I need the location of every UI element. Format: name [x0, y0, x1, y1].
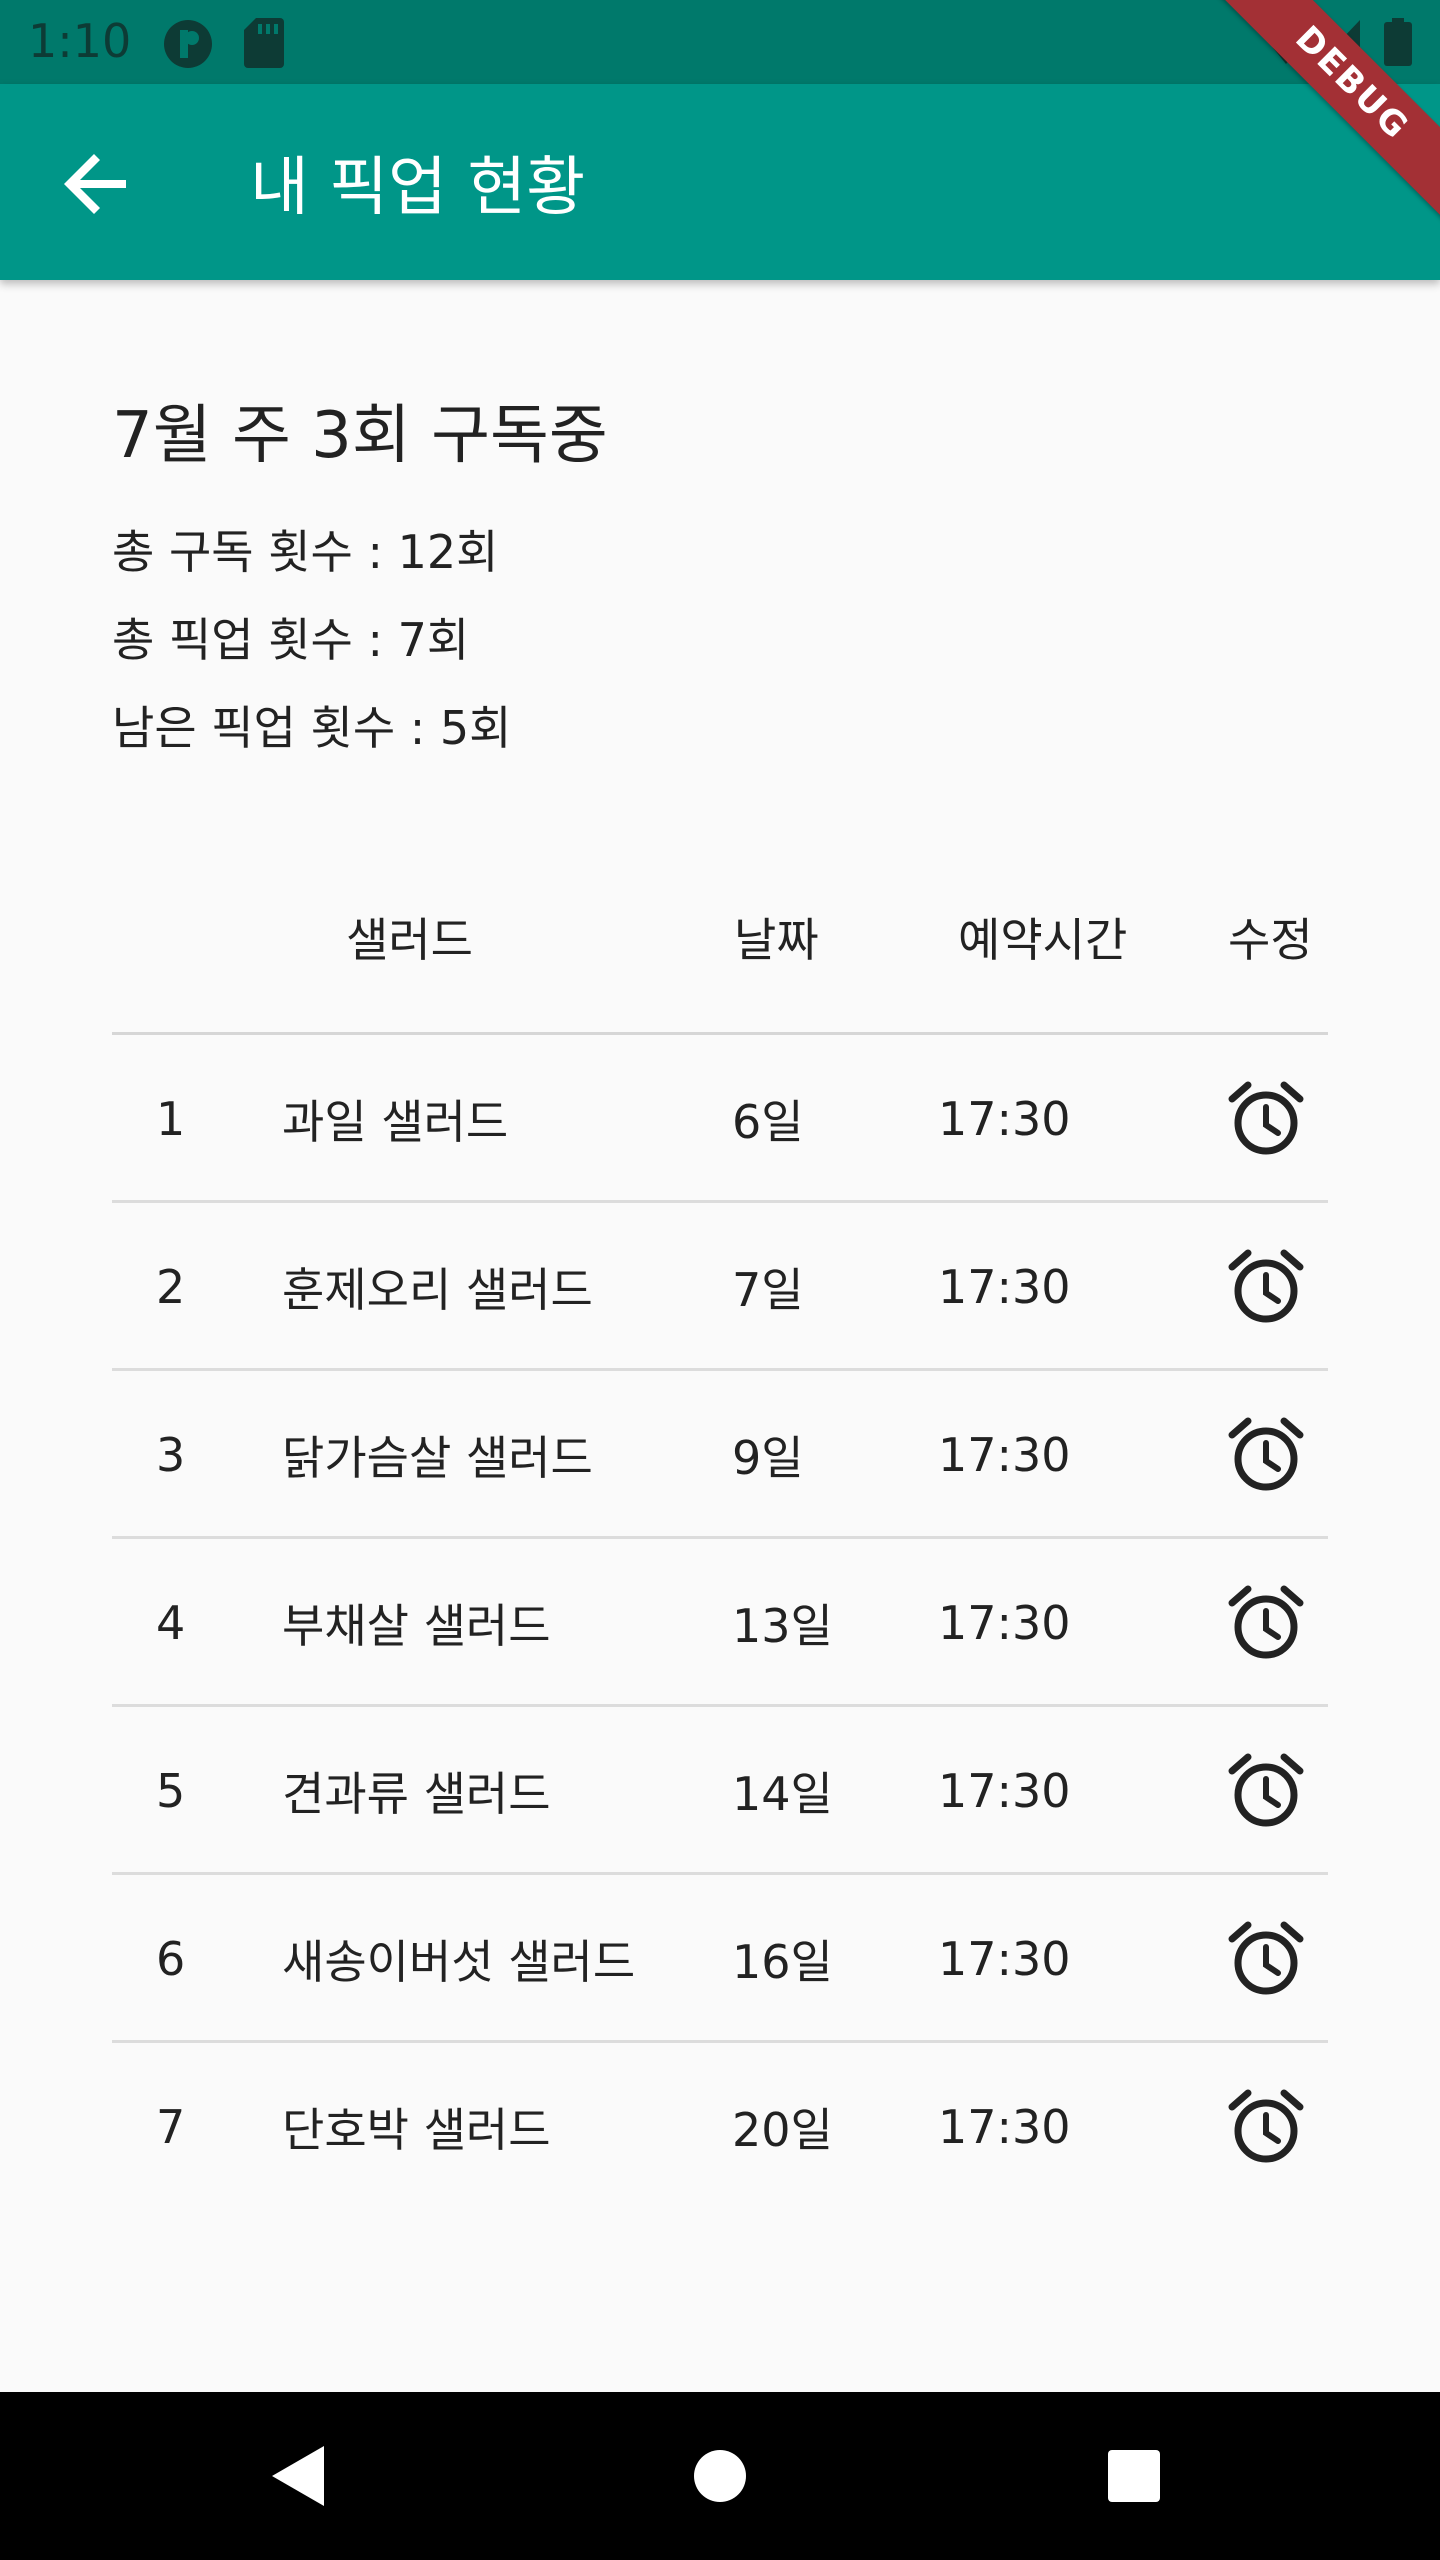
row-time: 17:30: [938, 1092, 1071, 1146]
table-row: 4 부채살 샐러드 13일 17:30: [112, 1539, 1328, 1707]
table-row: 7 단호박 샐러드 20일 17:30: [112, 2043, 1328, 2211]
row-divider: [112, 1704, 1328, 1707]
row-divider: [112, 1200, 1328, 1203]
row-date: 7일: [732, 1263, 804, 1317]
row-salad: 단호박 샐러드: [282, 2103, 551, 2157]
row-number: 4: [156, 1596, 186, 1650]
row-salad: 부채살 샐러드: [282, 1599, 551, 1653]
alarm-clock-icon[interactable]: [1226, 1079, 1306, 1159]
alarm-clock-icon[interactable]: [1226, 1751, 1306, 1831]
battery-icon: [1384, 18, 1412, 66]
row-number: 1: [156, 1092, 186, 1146]
row-time: 17:30: [938, 2100, 1071, 2154]
row-salad: 견과류 샐러드: [282, 1767, 551, 1821]
circle-status-icon: [164, 20, 212, 68]
table-row: 2 훈제오리 샐러드 7일 17:30: [112, 1203, 1328, 1371]
row-salad: 훈제오리 샐러드: [282, 1263, 593, 1317]
row-date: 20일: [732, 2103, 833, 2157]
row-time: 17:30: [938, 1428, 1071, 1482]
row-number: 7: [156, 2100, 186, 2154]
row-date: 9일: [732, 1431, 804, 1485]
row-time: 17:30: [938, 1764, 1071, 1818]
row-salad: 과일 샐러드: [282, 1095, 509, 1149]
alarm-clock-icon[interactable]: [1226, 1919, 1306, 1999]
back-triangle-icon[interactable]: [258, 2434, 342, 2518]
row-divider: [112, 1368, 1328, 1371]
row-number: 3: [156, 1428, 186, 1482]
header-divider: [112, 1032, 1328, 1035]
header-date: 날짜: [734, 913, 819, 967]
row-date: 13일: [732, 1599, 833, 1653]
page-title: 내 픽업 현황: [250, 151, 586, 225]
total-pickup-count: 총 픽업 횟수 : 7회: [112, 613, 470, 667]
recents-square-icon[interactable]: [1092, 2434, 1176, 2518]
row-number: 6: [156, 1932, 186, 1986]
alarm-clock-icon[interactable]: [1226, 2087, 1306, 2167]
table-row: 6 새송이버섯 샐러드 16일 17:30: [112, 1875, 1328, 2043]
row-divider: [112, 1536, 1328, 1539]
row-date: 14일: [732, 1767, 833, 1821]
row-divider: [112, 1872, 1328, 1875]
table-row: 3 닭가슴살 샐러드 9일 17:30: [112, 1371, 1328, 1539]
system-nav-bar: [0, 2392, 1440, 2560]
arrow-back-icon[interactable]: [56, 142, 140, 226]
row-number: 2: [156, 1260, 186, 1314]
app-bar: 내 픽업 현황: [0, 84, 1440, 280]
home-circle-icon[interactable]: [678, 2434, 762, 2518]
row-divider: [112, 2040, 1328, 2043]
row-number: 5: [156, 1764, 186, 1818]
row-time: 17:30: [938, 1596, 1071, 1650]
subscription-title: 7월 주 3회 구독중: [112, 399, 608, 473]
row-date: 16일: [732, 1935, 833, 1989]
table-row: 1 과일 샐러드 6일 17:30: [112, 1035, 1328, 1203]
status-bar: 1:10: [0, 0, 1440, 84]
status-time: 1:10: [28, 14, 132, 68]
total-subscription-count: 총 구독 횟수 : 12회: [112, 525, 499, 579]
row-date: 6일: [732, 1095, 804, 1149]
row-time: 17:30: [938, 1932, 1071, 1986]
header-time: 예약시간: [958, 913, 1128, 967]
header-salad: 샐러드: [346, 913, 473, 967]
alarm-clock-icon[interactable]: [1226, 1415, 1306, 1495]
alarm-clock-icon[interactable]: [1226, 1583, 1306, 1663]
sd-card-icon: [244, 18, 284, 68]
row-time: 17:30: [938, 1260, 1071, 1314]
header-edit: 수정: [1228, 913, 1313, 967]
table-row: 5 견과류 샐러드 14일 17:30: [112, 1707, 1328, 1875]
remaining-pickup-count: 남은 픽업 횟수 : 5회: [112, 701, 512, 755]
row-salad: 새송이버섯 샐러드: [282, 1935, 636, 1989]
alarm-clock-icon[interactable]: [1226, 1247, 1306, 1327]
row-salad: 닭가슴살 샐러드: [282, 1431, 593, 1485]
